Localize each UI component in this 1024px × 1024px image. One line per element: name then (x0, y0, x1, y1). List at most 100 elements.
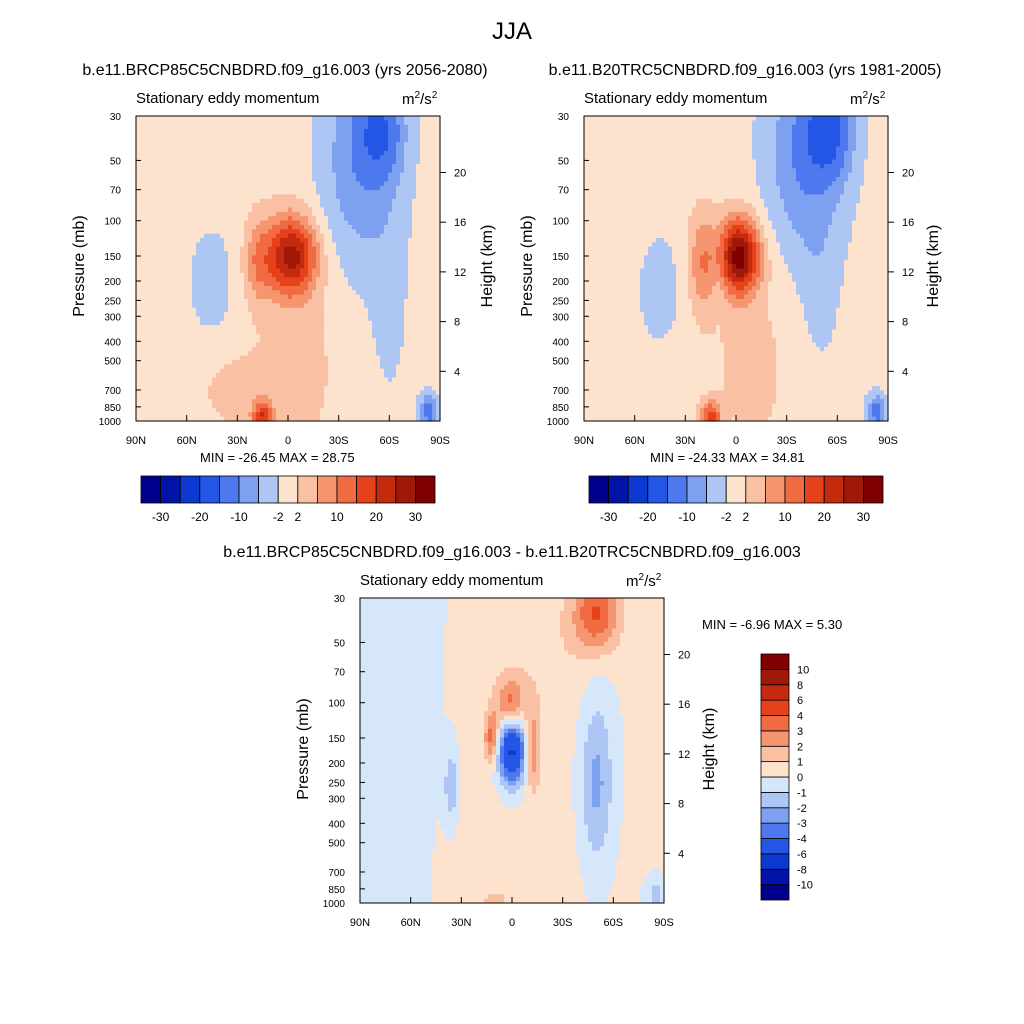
field-cell (320, 294, 325, 300)
field-cell (412, 137, 417, 143)
field-cell (240, 116, 245, 121)
field-cell (164, 116, 169, 121)
field-cell (380, 320, 385, 326)
field-cell (252, 155, 257, 161)
field-cell (220, 290, 225, 296)
field-cell (292, 364, 297, 370)
field-cell (352, 116, 357, 121)
field-cell (384, 255, 389, 261)
field-cell (192, 381, 197, 387)
field-cell (240, 137, 245, 143)
field-cell (388, 373, 393, 379)
field-cell (296, 312, 301, 318)
field-cell (396, 259, 401, 265)
field-cell (348, 399, 353, 405)
field-cell (340, 364, 345, 370)
field-cell (364, 294, 369, 300)
field-cell (344, 150, 349, 156)
field-cell (364, 307, 369, 313)
field-cell (192, 399, 197, 405)
field-cell (400, 316, 405, 322)
field-cell (368, 390, 373, 396)
field-cell (344, 168, 349, 174)
field-cell (380, 146, 385, 152)
field-cell (240, 255, 245, 261)
field-cell (436, 229, 441, 235)
field-cell (340, 386, 345, 392)
field-cell (304, 368, 309, 374)
field-cell (412, 390, 417, 396)
field-cell (228, 251, 233, 257)
field-cell (188, 386, 193, 392)
field-cell (316, 390, 321, 396)
field-cell (320, 116, 325, 121)
field-cell (324, 259, 329, 265)
field-cell (204, 368, 209, 374)
field-cell (352, 181, 357, 187)
field-cell (236, 272, 241, 278)
field-cell (420, 120, 425, 126)
field-cell (280, 386, 285, 392)
field-cell (320, 124, 325, 130)
field-cell (344, 142, 349, 148)
field-cell (200, 203, 205, 209)
field-cell (380, 390, 385, 396)
field-cell (192, 242, 197, 248)
field-cell (420, 299, 425, 304)
field-cell (180, 294, 185, 300)
field-cell (416, 185, 421, 191)
field-cell (328, 120, 333, 126)
field-cell (416, 312, 421, 318)
field-cell (408, 190, 413, 196)
field-cell (352, 172, 357, 178)
field-cell (296, 133, 301, 139)
field-cell (344, 272, 349, 278)
field-cell (224, 246, 229, 252)
field-cell (232, 338, 237, 344)
field-cell (264, 346, 269, 352)
field-cell (364, 203, 369, 209)
field-cell (252, 211, 257, 217)
field-cell (172, 303, 177, 309)
field-cell (176, 316, 181, 322)
field-cell (176, 364, 181, 370)
field-cell (216, 320, 221, 326)
field-cell (208, 133, 213, 139)
field-cell (216, 316, 221, 322)
field-cell (224, 181, 229, 187)
field-cell (212, 364, 217, 370)
field-cell (436, 325, 441, 331)
field-cell (272, 333, 277, 339)
field-cell (212, 325, 217, 331)
field-cell (260, 272, 265, 278)
field-cell (336, 133, 341, 139)
field-cell (432, 264, 437, 270)
field-cell (296, 246, 301, 252)
field-cell (216, 342, 221, 348)
field-cell (308, 294, 313, 300)
field-cell (140, 381, 145, 387)
field-cell (296, 368, 301, 374)
field-cell (320, 381, 325, 387)
field-cell (340, 203, 345, 209)
field-cell (400, 181, 405, 187)
field-cell (144, 381, 149, 387)
field-cell (204, 216, 209, 222)
field-cell (320, 394, 325, 400)
field-cell (320, 303, 325, 309)
field-cell (180, 299, 185, 304)
field-cell (172, 329, 177, 335)
field-cell (256, 285, 261, 291)
field-cell (424, 224, 429, 230)
field-cell (392, 124, 397, 130)
field-cell (152, 159, 157, 165)
field-cell (364, 281, 369, 287)
field-cell (152, 181, 157, 187)
field-cell (420, 146, 425, 152)
field-cell (140, 142, 145, 148)
field-cell (152, 198, 157, 204)
field-cell (184, 259, 189, 265)
field-cell (412, 346, 417, 352)
field-cell (192, 355, 197, 361)
field-cell (312, 368, 317, 374)
